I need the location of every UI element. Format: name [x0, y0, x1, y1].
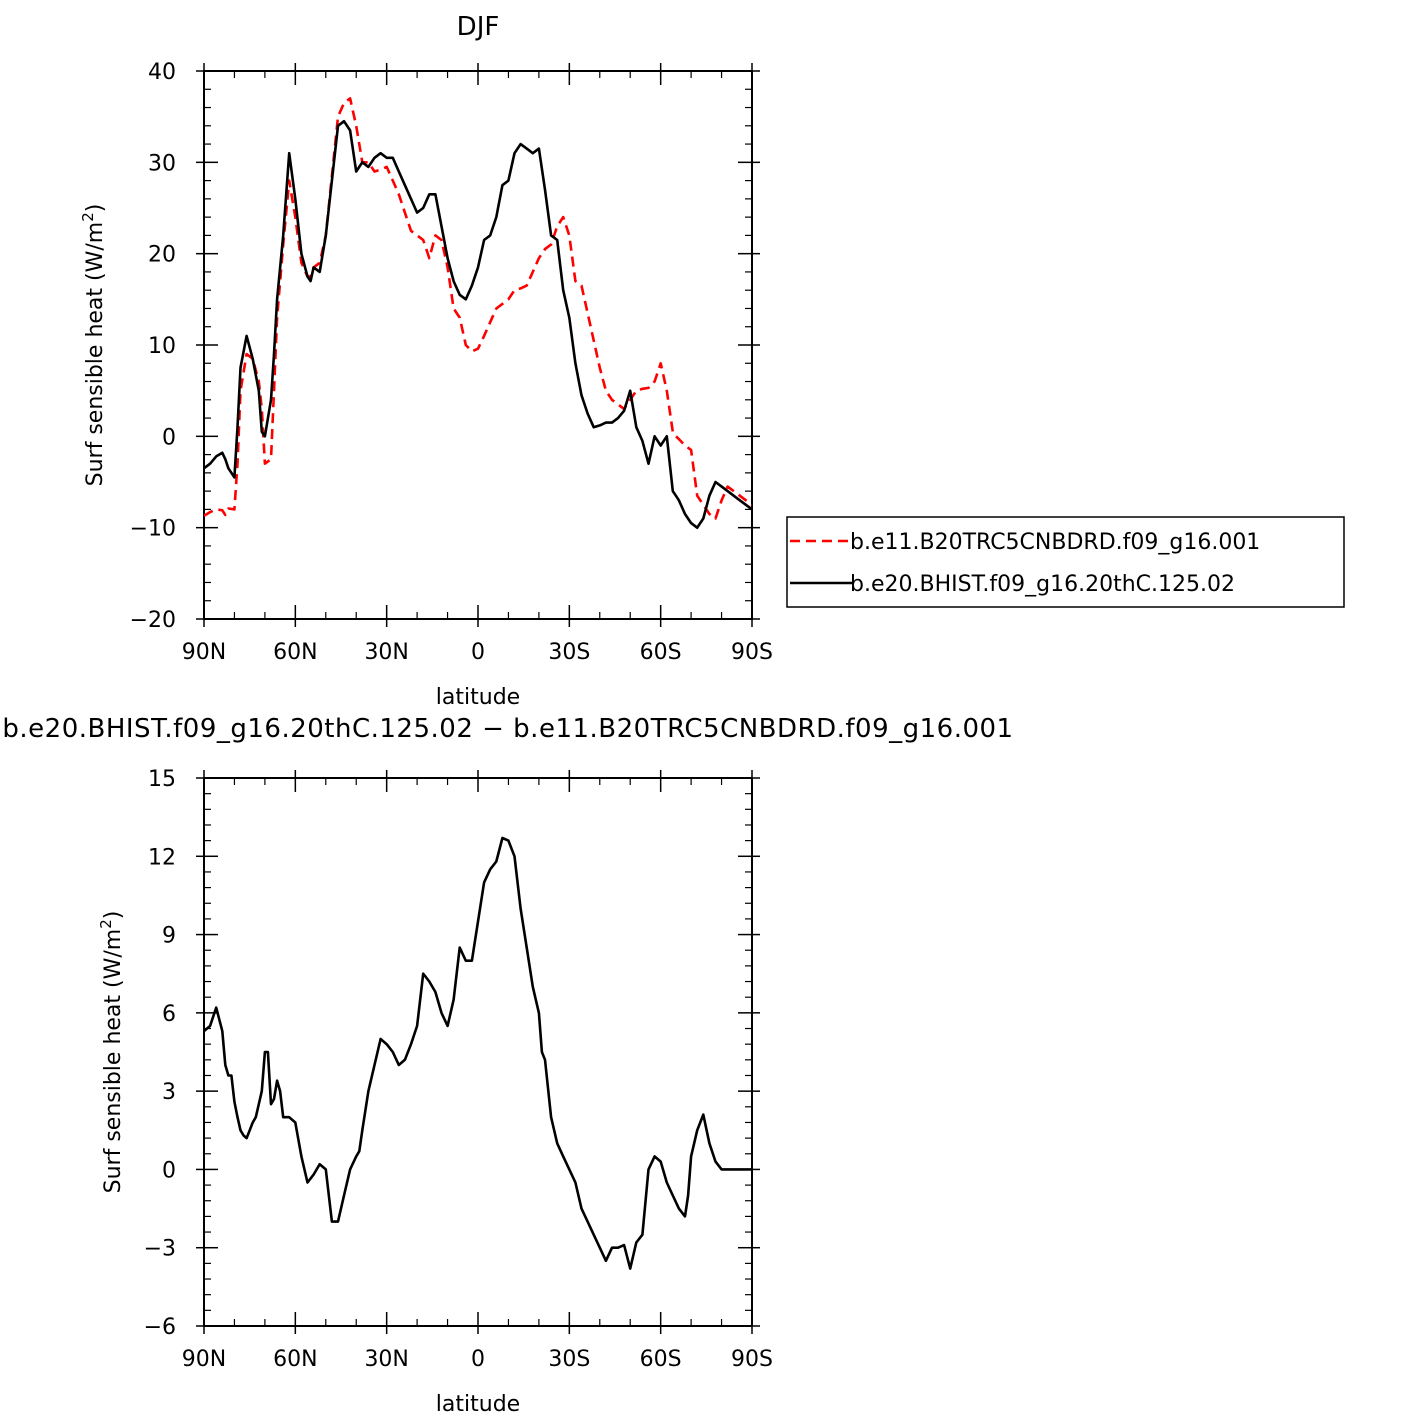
y-axis-label-main: Surf sensible heat (W/m	[83, 222, 108, 487]
x-axis-label: latitude	[436, 685, 520, 710]
x-tick-label: 90S	[731, 640, 773, 665]
series-line-solid	[204, 119, 752, 529]
axes-frame	[203, 777, 753, 1327]
x-tick-label: 60N	[273, 1347, 317, 1372]
y-tick-labels: −20 −10 0 10 20 30 40	[130, 60, 176, 633]
top-chart: DJF 90N 60N 30N 0 30S 60S 90S −20−10010203040 …	[79, 12, 1345, 710]
plot-frame	[203, 777, 753, 1327]
y-tick-label: 20	[148, 243, 176, 268]
y-tick-label: −20	[130, 608, 176, 633]
y-axis-label: Surf sensible heat (W/m2)	[79, 204, 108, 487]
x-tick-label: 90S	[731, 1347, 773, 1372]
axes-frame	[203, 70, 753, 620]
y-axis-label-sup: 2	[79, 212, 97, 222]
y-tick-label: 10	[148, 334, 176, 359]
tick-marks	[196, 63, 760, 627]
x-tick-label: 60S	[640, 640, 682, 665]
bottom-chart: b.e20.BHIST.f09_g16.20thC.125.02 − b.e11…	[2, 714, 1013, 1417]
tick-marks	[196, 770, 760, 1334]
y-axis-label: Surf sensible heat (W/m2)	[97, 911, 126, 1194]
difference-title: b.e20.BHIST.f09_g16.20thC.125.02 − b.e11…	[2, 714, 1013, 744]
chart-title: DJF	[457, 12, 500, 42]
y-tick-label: 30	[148, 151, 176, 176]
y-tick-label: −3	[144, 1237, 176, 1262]
x-tick-labels: 90N 60N 30N 0 30S 60S 90S	[182, 640, 773, 665]
x-tick-label: 30N	[364, 1347, 408, 1372]
y-tick-label: 40	[148, 60, 176, 85]
x-tick-label: 30N	[364, 640, 408, 665]
y-tick-label: 9	[162, 924, 176, 949]
y-tick-label: 0	[162, 425, 176, 450]
x-axis-label: latitude	[436, 1392, 520, 1417]
legend-entry-control: b.e11.B20TRC5CNBDRD.f09_g16.001	[850, 530, 1260, 555]
y-tick-label: 6	[162, 1002, 176, 1027]
x-tick-labels: 90N 60N 30N 0 30S 60S 90S	[182, 1347, 773, 1372]
y-tick-label: 3	[162, 1080, 176, 1105]
y-tick-label: 0	[162, 1158, 176, 1183]
y-axis-label-close: )	[101, 911, 126, 920]
series-lines	[204, 836, 752, 1270]
x-tick-label: 60S	[640, 1347, 682, 1372]
y-axis-label-close: )	[83, 204, 108, 213]
y-tick-label: −10	[130, 517, 176, 542]
x-tick-label: 0	[471, 640, 485, 665]
y-tick-label: 12	[148, 845, 176, 870]
x-tick-label: 0	[471, 1347, 485, 1372]
legend-entry-experiment: b.e20.BHIST.f09_g16.20thC.125.02	[850, 572, 1235, 597]
y-tick-label: −6	[144, 1315, 176, 1340]
x-tick-label: 30S	[548, 640, 590, 665]
y-tick-label: 15	[148, 767, 176, 792]
y-axis-label-main: Surf sensible heat (W/m	[101, 929, 126, 1194]
legend-box	[786, 516, 1345, 608]
legend: b.e11.B20TRC5CNBDRD.f09_g16.001 b.e20.BH…	[786, 516, 1345, 608]
y-tick-labels: −6 −3 0 3 6 9 12 15	[144, 767, 176, 1340]
plot-frame	[203, 70, 753, 620]
series-lines	[204, 97, 752, 529]
x-tick-label: 90N	[182, 640, 226, 665]
x-tick-label: 30S	[548, 1347, 590, 1372]
series-line-solid	[204, 836, 752, 1270]
y-axis-label-sup: 2	[97, 919, 115, 929]
x-tick-label: 90N	[182, 1347, 226, 1372]
x-tick-label: 60N	[273, 640, 317, 665]
